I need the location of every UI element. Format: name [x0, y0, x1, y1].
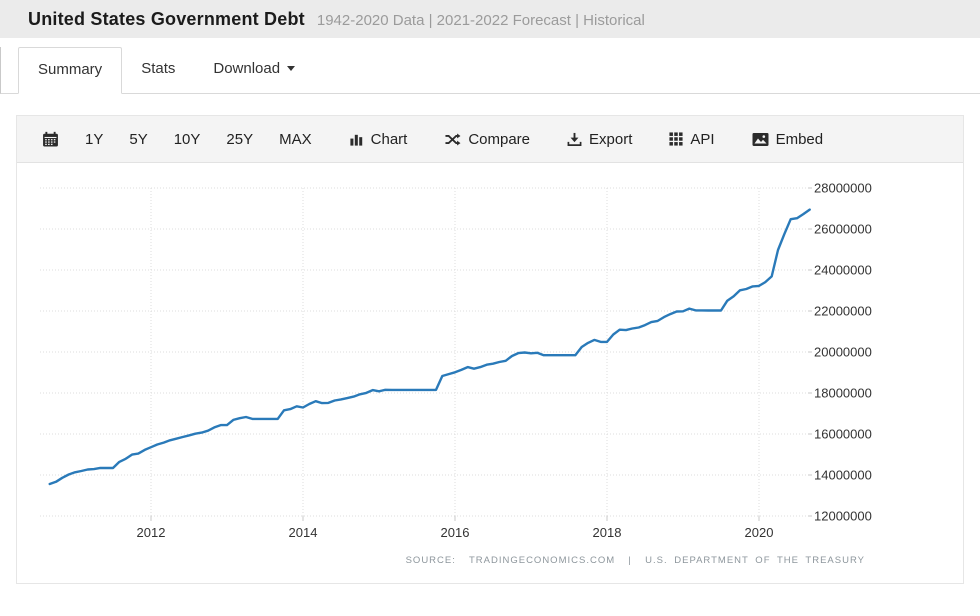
embed-button[interactable]: Embed — [739, 116, 837, 162]
api-button[interactable]: API — [656, 116, 727, 162]
tab-summary[interactable]: Summary — [18, 47, 123, 94]
chart-type-button[interactable]: Chart — [336, 116, 421, 162]
embed-label: Embed — [775, 130, 824, 148]
range-1y-button[interactable]: 1Y — [72, 116, 116, 162]
y-axis-label: 14000000 — [814, 468, 872, 483]
api-label: API — [690, 130, 715, 148]
compare-button[interactable]: Compare — [431, 116, 543, 162]
tab-download-label: Download — [213, 60, 281, 77]
y-axis-label: 16000000 — [814, 427, 872, 442]
chart-panel: 1Y 5Y 10Y 25Y MAX Chart — [16, 115, 964, 584]
export-label: Export — [589, 130, 633, 148]
chart-toolbar: 1Y 5Y 10Y 25Y MAX Chart — [17, 116, 963, 163]
y-axis-label: 12000000 — [814, 509, 872, 524]
chart-canvas[interactable]: 28000000 26000000 24000000 22000000 20000000… — [17, 163, 963, 583]
y-axis-label: 20000000 — [814, 345, 872, 360]
range-10y-button[interactable]: 10Y — [161, 116, 214, 162]
y-axis-label: 26000000 — [814, 222, 872, 237]
x-axis-label: 2018 — [593, 525, 622, 540]
y-axis-label: 18000000 — [814, 386, 872, 401]
page-subtitle: 1942-2020 Data | 2021-2022 Forecast | Hi… — [316, 12, 645, 29]
y-axis-label: 24000000 — [814, 263, 872, 278]
page-title: United States Government Debt — [28, 9, 305, 29]
tab-bar: Summary Stats Download — [0, 47, 980, 94]
x-axis-label: 2014 — [289, 525, 318, 540]
y-axis-label: 22000000 — [814, 304, 872, 319]
bar-chart-icon — [349, 132, 364, 147]
x-axis-label: 2020 — [745, 525, 774, 540]
x-axis-label: 2016 — [441, 525, 470, 540]
chart-area: 28000000 26000000 24000000 22000000 20000000… — [17, 163, 963, 583]
chart-type-label: Chart — [370, 130, 408, 148]
range-max-button[interactable]: MAX — [266, 116, 325, 162]
calendar-icon — [42, 131, 59, 148]
source-attribution: SOURCE: TRADINGECONOMICS.COM | U.S. DEPA… — [405, 555, 865, 566]
shuffle-icon — [444, 132, 461, 147]
calendar-button[interactable] — [29, 116, 72, 162]
grid-icon — [669, 132, 683, 146]
caret-down-icon — [287, 66, 296, 71]
x-axis-label: 2012 — [137, 525, 166, 540]
tab-stats[interactable]: Stats — [141, 60, 176, 77]
y-axis-label: 28000000 — [814, 181, 872, 196]
export-button[interactable]: Export — [554, 116, 645, 162]
header-bar: United States Government Debt 1942-2020 … — [0, 0, 980, 38]
image-icon — [752, 132, 769, 147]
debt-series-line — [48, 208, 811, 486]
tab-download[interactable]: Download — [194, 47, 314, 93]
range-5y-button[interactable]: 5Y — [116, 116, 160, 162]
compare-label: Compare — [468, 130, 531, 148]
range-25y-button[interactable]: 25Y — [213, 116, 266, 162]
download-icon — [567, 132, 582, 147]
